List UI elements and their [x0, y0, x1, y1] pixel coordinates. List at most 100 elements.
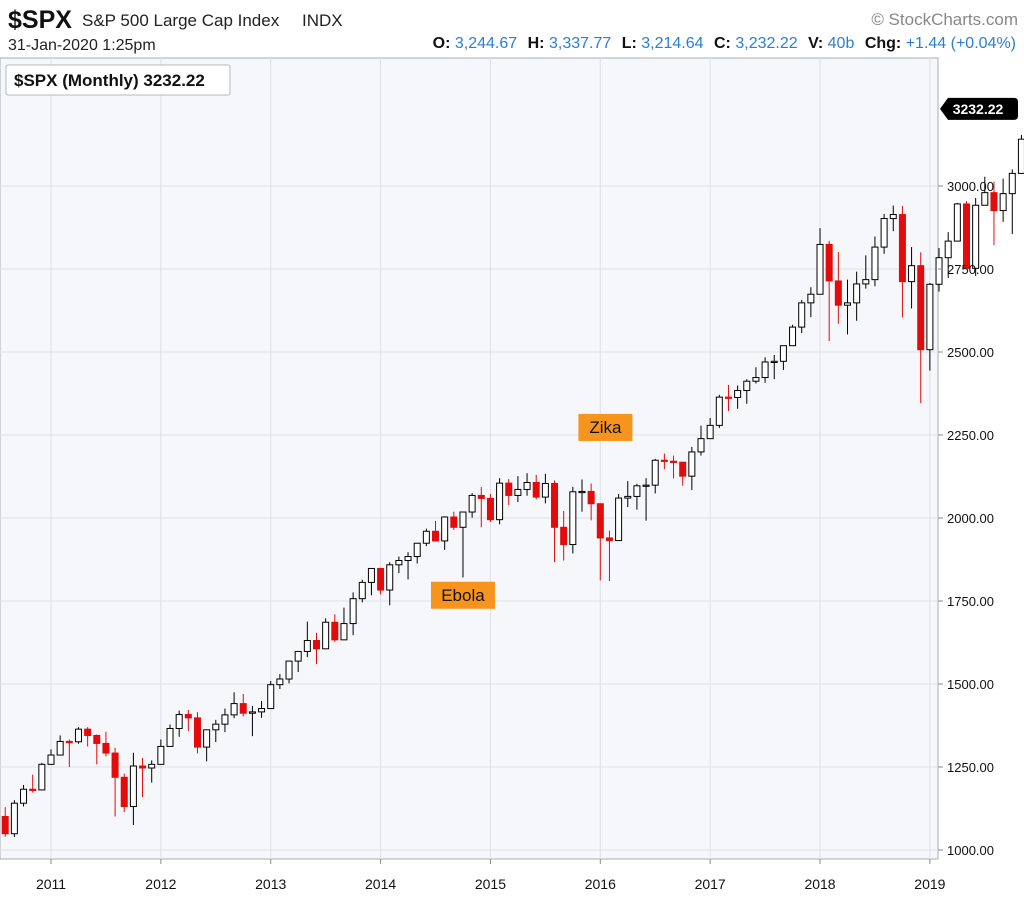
y-tick-label: 1750.00 [947, 594, 994, 609]
candle-body [20, 788, 28, 804]
candle [624, 481, 632, 508]
candle [706, 418, 714, 440]
candle-body [944, 240, 952, 259]
candle [853, 271, 861, 321]
plot-area[interactable] [0, 57, 939, 860]
candle [560, 511, 568, 561]
candle [496, 478, 504, 525]
candle-body [679, 461, 687, 477]
candle [889, 205, 897, 232]
candle [331, 614, 339, 642]
y-tick-label: 1250.00 [947, 760, 994, 775]
candle-body [651, 459, 659, 486]
candle-body [715, 396, 723, 426]
candle-body [285, 660, 293, 680]
candle-body [569, 491, 577, 546]
last-price-label: 3232.22 [953, 101, 1004, 117]
candle-body [551, 482, 559, 528]
candle [441, 516, 449, 550]
y-tick-label: 2250.00 [947, 428, 994, 443]
candle-body [203, 729, 211, 748]
candle-body [1, 815, 9, 835]
candle-body [853, 283, 861, 304]
candle [157, 739, 165, 765]
candle [111, 747, 119, 817]
candle [102, 731, 110, 757]
candle-body [322, 621, 330, 650]
annotation-box [578, 413, 633, 441]
volume-label: V: [808, 35, 824, 52]
candle-body [468, 494, 476, 513]
candle [267, 681, 275, 710]
candle-body [422, 530, 430, 544]
candle-body [935, 257, 943, 285]
y-axis: 1000.00 1250.00 1500.00 1750.00 2000.00 2250.… [938, 179, 994, 858]
candle-body [56, 740, 64, 756]
ticker-symbol: $SPX [8, 6, 72, 34]
x-tick-label: 2011 [36, 876, 66, 892]
candle [303, 621, 311, 658]
y-tick-label: 2750.00 [947, 262, 994, 277]
candle [285, 660, 293, 684]
candle-body [880, 218, 888, 248]
candle [450, 511, 458, 530]
candle-body [258, 708, 266, 713]
change-value: +1.44 (+0.04%) [905, 35, 1016, 52]
candle [843, 279, 851, 335]
candle-body [312, 640, 320, 650]
change-label: Chg: [864, 35, 902, 52]
candle-body [29, 788, 37, 791]
candle [139, 758, 147, 798]
x-tick-label: 2012 [145, 876, 176, 892]
brand-watermark[interactable]: © StockCharts.com [871, 10, 1018, 29]
candle-body [615, 497, 623, 542]
open-value: 3,244.67 [454, 35, 518, 52]
candle-body [917, 265, 925, 351]
candle [779, 345, 787, 370]
candle-body [303, 640, 311, 652]
candle-body [798, 302, 806, 328]
gridlines [0, 58, 938, 859]
candle [688, 446, 696, 491]
candle-body [175, 714, 183, 729]
index-name: S&P 500 Large Cap Index [82, 11, 280, 30]
candle [789, 324, 797, 347]
candle [642, 478, 650, 521]
candle-body [807, 293, 815, 304]
candle [633, 483, 641, 510]
candle [395, 556, 403, 574]
x-axis: 2011201220132014201520162017201820192020 [36, 859, 946, 892]
candle-body [331, 621, 339, 641]
candle [605, 530, 613, 582]
candle-body [761, 361, 769, 379]
y-tick-label: 1500.00 [947, 677, 994, 692]
candle [56, 735, 64, 756]
candle-body [816, 243, 824, 295]
candle [898, 205, 906, 318]
candle [972, 197, 980, 276]
candle [248, 705, 256, 737]
candle [184, 709, 192, 732]
annotation-label: Zika [589, 418, 622, 437]
candle-body [65, 740, 73, 744]
candle-body [239, 703, 247, 714]
candle-body [789, 326, 797, 347]
candle-body [514, 488, 522, 496]
candle [294, 650, 302, 673]
candle [10, 800, 18, 838]
candle-body [697, 438, 705, 453]
candle [367, 567, 375, 596]
candle [660, 453, 668, 470]
candle [715, 394, 723, 429]
candle-body [477, 494, 485, 499]
candle [422, 528, 430, 547]
candle [761, 357, 769, 383]
candle [175, 710, 183, 737]
candle-body [404, 556, 412, 561]
candle [953, 202, 961, 242]
candle [1017, 134, 1024, 174]
candle-body [843, 302, 851, 306]
candle-body [770, 360, 778, 363]
candle [596, 503, 604, 581]
